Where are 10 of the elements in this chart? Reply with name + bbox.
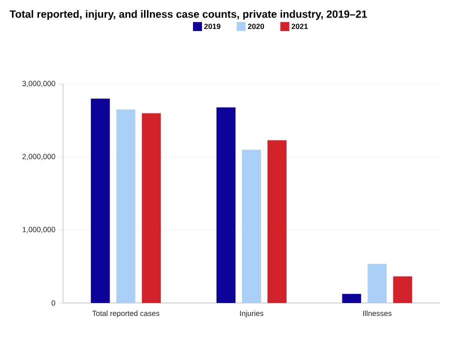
- chart-title: Total reported, injury, and illness case counts, private industry, 2019–21: [10, 10, 367, 20]
- bar: [368, 264, 387, 303]
- bar: [116, 110, 136, 303]
- bar: [216, 107, 236, 303]
- bar: [242, 150, 261, 303]
- bar: [268, 140, 286, 303]
- bar: [393, 276, 412, 303]
- bar: [142, 113, 161, 303]
- bar: [342, 294, 362, 303]
- bar: [90, 98, 110, 303]
